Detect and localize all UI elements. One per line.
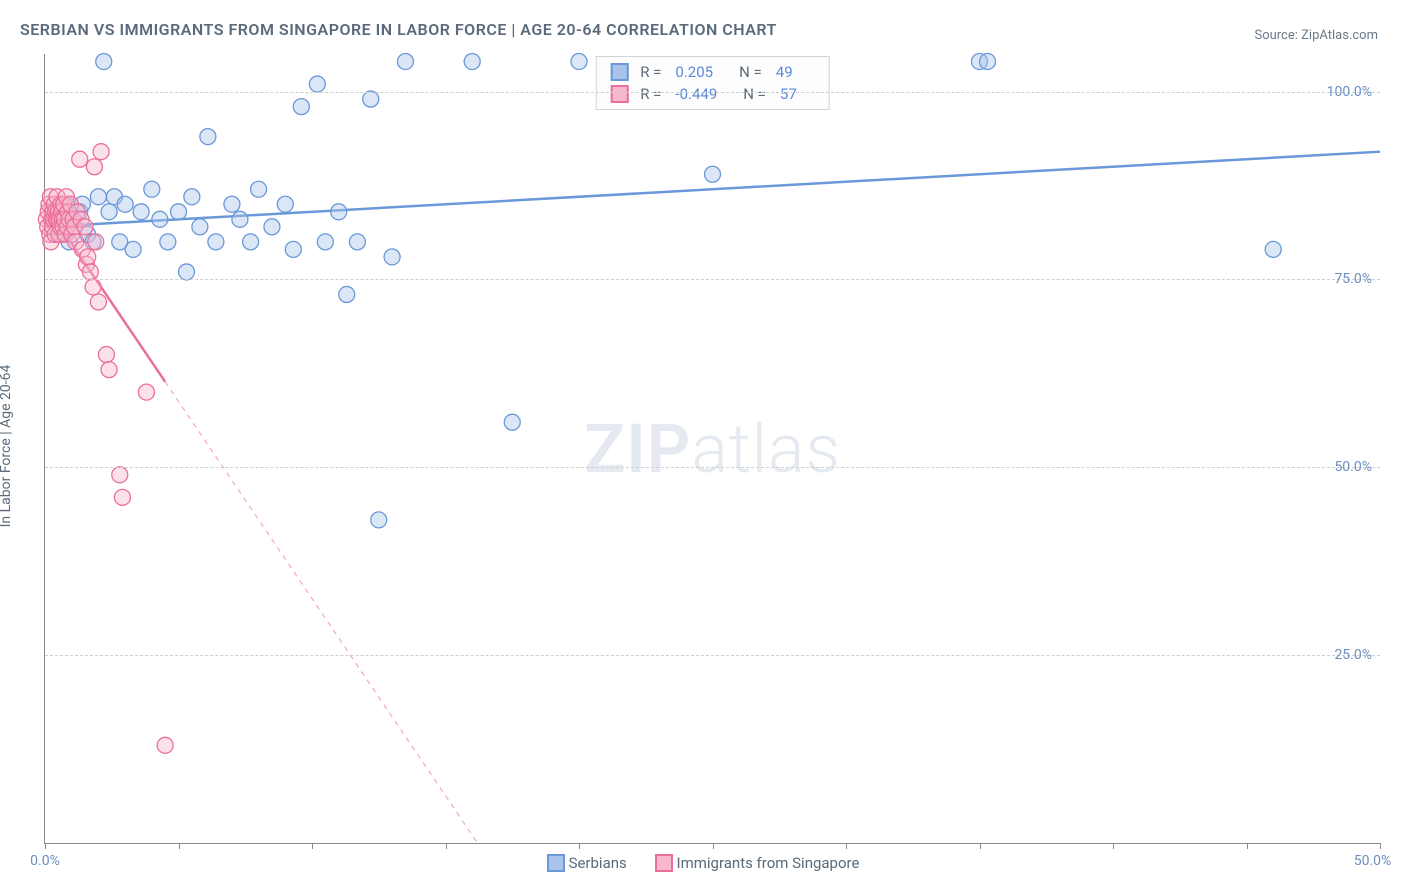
scatter-point: [200, 129, 216, 145]
x-tickmark: [1380, 843, 1381, 849]
scatter-point: [1265, 241, 1281, 257]
x-tickmark: [1113, 843, 1114, 849]
legend-swatch-serbians: [547, 854, 565, 872]
scatter-point: [160, 234, 176, 250]
scatter-point: [72, 151, 88, 167]
x-axis-legend: Serbians Immigrants from Singapore: [0, 854, 1406, 876]
scatter-point: [86, 159, 102, 175]
scatter-point: [264, 219, 280, 235]
scatter-point: [331, 204, 347, 220]
x-tickmark: [846, 843, 847, 849]
x-tickmark: [579, 843, 580, 849]
scatter-point: [285, 241, 301, 257]
chart-title: SERBIAN VS IMMIGRANTS FROM SINGAPORE IN …: [20, 20, 777, 39]
scatter-point: [243, 234, 259, 250]
legend-item-singapore: Immigrants from Singapore: [655, 854, 860, 872]
plot-area: ZIPatlas R = 0.205 N = 49 R = -0.449 N =…: [44, 54, 1380, 844]
stats-n-label: N =: [743, 83, 766, 105]
stats-r-value-0: 0.205: [675, 61, 713, 83]
scatter-point: [192, 219, 208, 235]
scatter-point: [88, 234, 104, 250]
swatch-singapore: [610, 85, 628, 103]
scatter-point: [317, 234, 333, 250]
scatter-point: [152, 211, 168, 227]
trend-line-dashed: [165, 382, 477, 843]
scatter-point: [171, 204, 187, 220]
scatter-point: [464, 54, 480, 70]
scatter-point: [82, 264, 98, 280]
stats-r-label: R =: [640, 61, 661, 83]
scatter-point: [184, 189, 200, 205]
stats-n-value-1: 57: [780, 83, 797, 105]
scatter-point: [363, 91, 379, 107]
scatter-point: [90, 189, 106, 205]
legend-swatch-singapore: [655, 854, 673, 872]
x-tickmark: [980, 843, 981, 849]
scatter-point: [85, 279, 101, 295]
stats-legend-box: R = 0.205 N = 49 R = -0.449 N = 57: [595, 56, 830, 110]
scatter-point: [980, 54, 996, 70]
x-tickmark: [179, 843, 180, 849]
scatter-point: [224, 196, 240, 212]
scatter-point: [77, 219, 93, 235]
y-gridline: [45, 279, 1380, 280]
y-axis-label: In Labor Force | Age 20-64: [0, 365, 14, 528]
scatter-point: [112, 467, 128, 483]
scatter-point: [232, 211, 248, 227]
scatter-point: [277, 196, 293, 212]
scatter-point: [90, 294, 106, 310]
x-tickmark: [1247, 843, 1248, 849]
scatter-point: [339, 286, 355, 302]
scatter-point: [93, 144, 109, 160]
scatter-point: [138, 384, 154, 400]
y-gridline: [45, 467, 1380, 468]
legend-label-0: Serbians: [569, 854, 627, 872]
swatch-serbians: [610, 63, 628, 81]
scatter-point: [208, 234, 224, 250]
y-gridline: [45, 92, 1380, 93]
scatter-point: [705, 166, 721, 182]
scatter-point: [117, 196, 133, 212]
scatter-point: [101, 362, 117, 378]
scatter-point: [504, 414, 520, 430]
scatter-point: [397, 54, 413, 70]
x-tickmark: [312, 843, 313, 849]
scatter-point: [96, 54, 112, 70]
scatter-point: [349, 234, 365, 250]
legend-label-1: Immigrants from Singapore: [677, 854, 860, 872]
scatter-point: [179, 264, 195, 280]
scatter-point: [371, 512, 387, 528]
scatter-point: [98, 347, 114, 363]
legend-item-serbians: Serbians: [547, 854, 627, 872]
x-tickmark: [713, 843, 714, 849]
scatter-point: [114, 489, 130, 505]
scatter-point: [293, 99, 309, 115]
stats-n-value-0: 49: [776, 61, 793, 83]
scatter-point: [80, 249, 96, 265]
scatter-point: [101, 204, 117, 220]
plot-svg: [45, 54, 1380, 843]
scatter-point: [157, 737, 173, 753]
stats-r-label: R =: [640, 83, 661, 105]
stats-row-singapore: R = -0.449 N = 57: [610, 83, 815, 105]
y-gridline: [45, 655, 1380, 656]
stats-n-label: N =: [739, 61, 762, 83]
scatter-point: [144, 181, 160, 197]
stats-row-serbians: R = 0.205 N = 49: [610, 61, 815, 83]
source-label: Source: ZipAtlas.com: [1254, 28, 1378, 43]
x-tickmark: [45, 843, 46, 849]
x-tickmark: [446, 843, 447, 849]
scatter-point: [251, 181, 267, 197]
scatter-point: [309, 76, 325, 92]
stats-r-value-1: -0.449: [675, 83, 717, 105]
scatter-point: [571, 54, 587, 70]
scatter-point: [125, 241, 141, 257]
scatter-point: [133, 204, 149, 220]
scatter-point: [384, 249, 400, 265]
